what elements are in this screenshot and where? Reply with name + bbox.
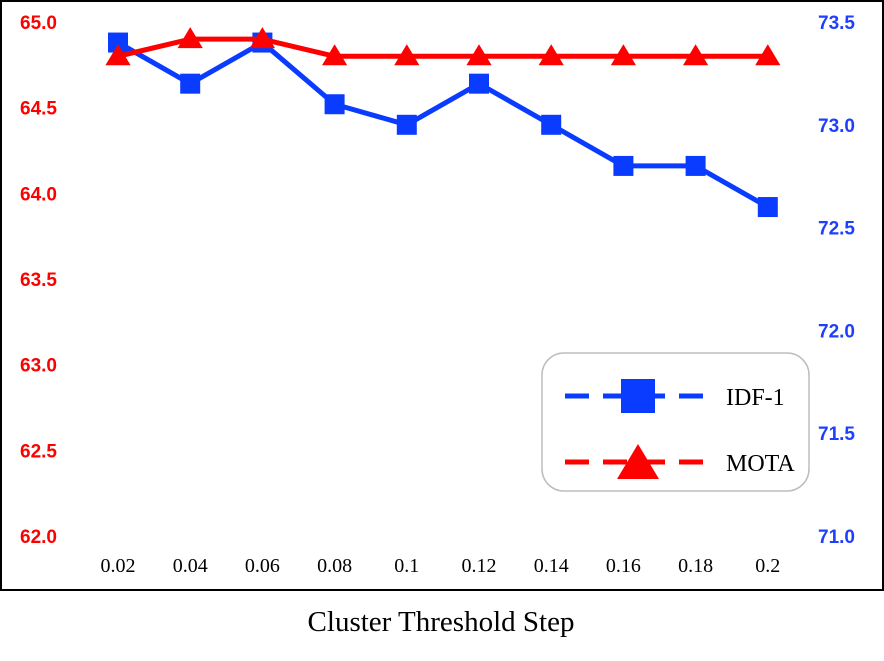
legend: IDF-1 MOTA: [541, 352, 810, 492]
left-axis-ticks: 62.0 62.5 63.0 63.5 64.0 64.5 65.0: [20, 13, 57, 548]
left-tick-label: 64.5: [20, 99, 57, 120]
x-tick-label: 0.16: [606, 555, 641, 577]
right-axis-ticks: 71.0 71.5 72.0 72.5 73.0 73.5: [818, 13, 855, 548]
legend-items: IDF-1 MOTA: [565, 379, 795, 479]
series-layer: [105, 27, 781, 218]
x-tick-label: 0.02: [101, 555, 136, 577]
data-point-mota: [105, 44, 131, 66]
data-point-mota: [177, 27, 203, 49]
plot-frame: [0, 0, 884, 591]
right-tick-label: 73.0: [818, 116, 855, 137]
data-point-idf-1: [180, 73, 201, 94]
x-tick-label: 0.2: [755, 555, 780, 577]
data-point-mota: [322, 44, 348, 66]
right-tick-label: 71.0: [818, 527, 855, 548]
data-point-mota: [683, 44, 709, 66]
legend-label-mota: MOTA: [726, 451, 795, 477]
legend-marker-idf-1: [621, 379, 655, 413]
legend-label-idf-1: IDF-1: [726, 385, 785, 411]
data-point-mota: [394, 44, 420, 66]
x-axis-label: Cluster Threshold Step: [308, 606, 575, 638]
data-point-idf-1: [324, 94, 345, 115]
right-tick-label: 72.0: [818, 321, 855, 342]
left-tick-label: 63.0: [20, 356, 57, 377]
data-point-idf-1: [108, 32, 128, 53]
x-tick-label: 0.08: [317, 555, 352, 577]
x-tick-label: 0.1: [394, 555, 419, 577]
x-tick-label: 0.04: [173, 555, 208, 577]
left-tick-label: 62.5: [20, 441, 57, 462]
x-tick-label: 0.06: [245, 555, 280, 577]
data-point-idf-1: [685, 155, 706, 176]
right-tick-label: 73.5: [818, 13, 855, 34]
x-tick-label: 0.18: [678, 555, 713, 577]
data-point-mota: [610, 44, 636, 66]
data-point-idf-1: [613, 155, 634, 176]
data-point-idf-1: [396, 114, 417, 135]
right-tick-label: 71.5: [818, 424, 855, 445]
x-tick-label: 0.12: [462, 555, 497, 577]
data-point-mota: [538, 44, 564, 66]
data-point-idf-1: [541, 114, 562, 135]
data-point-mota: [466, 44, 492, 66]
legend-marker-mota: [617, 444, 659, 479]
left-tick-label: 63.5: [20, 270, 57, 291]
data-point-idf-1: [757, 197, 778, 218]
data-point-mota: [249, 27, 275, 49]
left-tick-label: 64.0: [20, 184, 57, 205]
x-axis-ticks: 0.02 0.04 0.06 0.08 0.1 0.12 0.14 0.16 0.18 0.2: [101, 555, 781, 577]
left-tick-label: 65.0: [20, 13, 57, 34]
right-tick-label: 72.5: [818, 219, 855, 240]
data-point-mota: [755, 44, 781, 66]
x-tick-label: 0.14: [534, 555, 569, 577]
left-tick-label: 62.0: [20, 527, 57, 548]
series-line-idf-1: [116, 40, 770, 210]
legend-box: [541, 352, 810, 492]
data-point-idf-1: [469, 73, 489, 94]
series-line-mota: [117, 36, 768, 59]
